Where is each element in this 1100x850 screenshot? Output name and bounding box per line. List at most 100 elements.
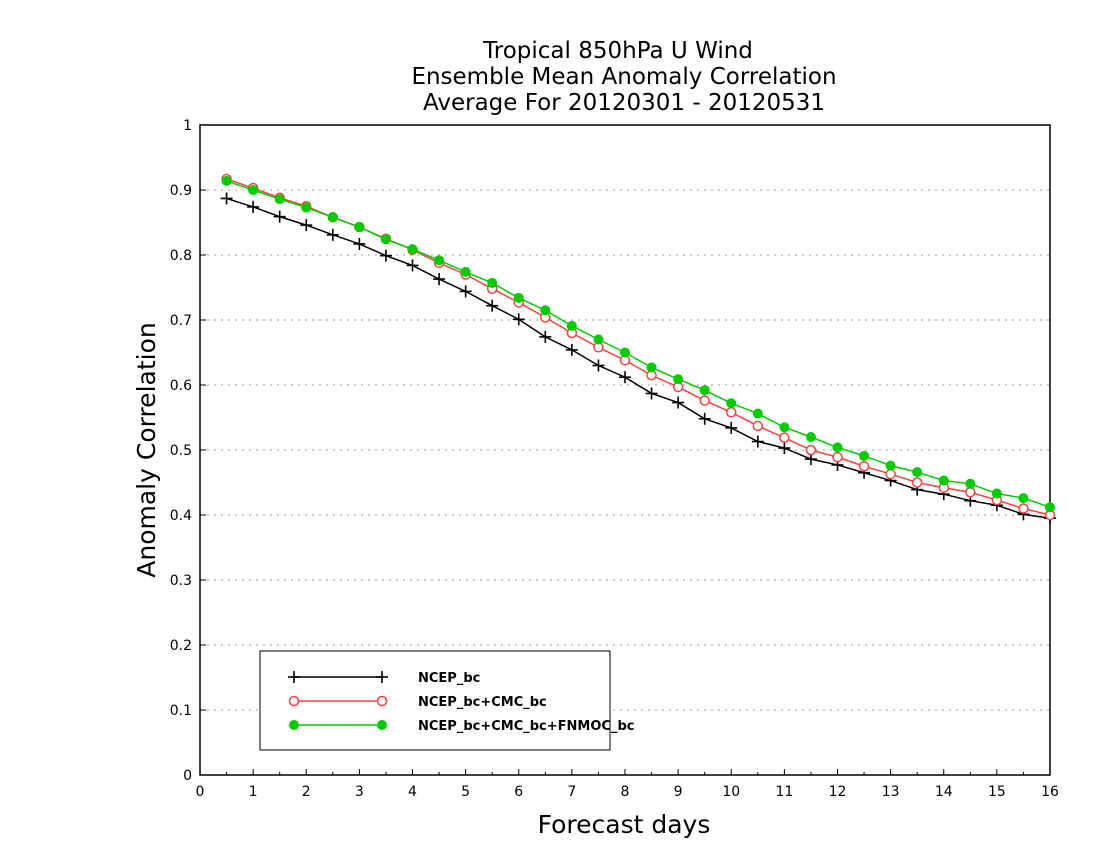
grid: [200, 189, 1050, 711]
data-point: [539, 330, 552, 343]
data-point: [565, 343, 578, 356]
x-tick-label: 16: [1041, 784, 1059, 800]
data-point: [247, 200, 260, 213]
chart-title-line-3: Average For 20120301 - 20120531: [423, 90, 825, 116]
y-tick-label: 0.3: [170, 573, 192, 589]
data-point: [566, 320, 577, 331]
y-tick-label: 0.6: [170, 378, 192, 394]
data-point: [354, 222, 365, 233]
data-point: [540, 305, 551, 316]
data-point: [912, 467, 923, 478]
data-point: [273, 210, 286, 223]
data-point: [991, 488, 1002, 499]
data-point: [248, 185, 259, 195]
legend-marker: [288, 695, 300, 707]
data-point: [832, 442, 843, 453]
data-point: [885, 468, 896, 480]
data-point: [779, 422, 790, 433]
data-point: [301, 202, 312, 213]
data-point: [965, 487, 976, 498]
series-3: [221, 175, 1055, 513]
data-point: [885, 460, 896, 471]
legend-label: NCEP_bc+CMC_bc+FNMOC_bc: [418, 719, 634, 734]
data-point: [620, 347, 630, 358]
data-point: [326, 228, 339, 241]
legend-label: NCEP_bc: [418, 671, 480, 686]
data-point: [407, 244, 418, 255]
data-point: [460, 266, 471, 277]
x-tick-label: 10: [722, 784, 740, 800]
data-point: [221, 175, 232, 186]
data-point: [1045, 502, 1055, 513]
data-point: [619, 371, 631, 384]
data-point: [434, 255, 445, 266]
series-line: [226, 197, 1051, 519]
data-point: [832, 451, 843, 463]
data-point: [805, 444, 817, 456]
data-point: [1018, 503, 1029, 514]
data-point: [593, 334, 604, 345]
data-point: [300, 219, 313, 232]
y-tick-label: 0.4: [170, 508, 192, 524]
x-tick-label: 5: [461, 784, 470, 800]
y-tick-label: 0.8: [170, 248, 192, 264]
data-point: [592, 359, 605, 372]
data-point: [911, 477, 923, 488]
x-tick-label: 6: [514, 784, 523, 800]
legend-item-1: NCEP_bc: [288, 671, 480, 686]
data-point: [726, 398, 737, 409]
data-point: [433, 273, 446, 286]
data-point: [725, 421, 738, 434]
x-tick-label: 7: [567, 784, 576, 800]
data-point: [698, 412, 711, 425]
legend-label: NCEP_bc+CMC_bc: [418, 695, 547, 710]
legend: NCEP_bc NCEP_bc+CMC_bc NCEP_bc+CMC_bc+FNMO…: [259, 650, 634, 751]
data-point: [752, 420, 764, 432]
legend-item-3: NCEP_bc+CMC_bc+FNMOC_bc: [289, 719, 634, 734]
y-tick-label: 0.9: [170, 183, 192, 199]
data-point: [220, 192, 233, 205]
data-point: [673, 374, 684, 385]
legend-marker: [377, 720, 387, 730]
data-point: [380, 234, 391, 245]
data-point: [646, 362, 657, 373]
series-1: [220, 192, 1056, 525]
y-tick-label: 0.7: [170, 313, 192, 329]
data-point: [779, 432, 790, 443]
y-tick-label: 0.2: [170, 638, 192, 654]
legend-marker: [376, 695, 388, 707]
x-tick-label: 0: [196, 784, 205, 800]
x-tick-label: 12: [829, 784, 847, 800]
data-point: [699, 395, 710, 406]
data-point: [487, 277, 498, 288]
data-point: [645, 387, 658, 400]
y-tick-label: 0.5: [170, 443, 192, 459]
data-point: [805, 432, 816, 442]
x-tick-label: 4: [408, 784, 417, 800]
data-point: [859, 450, 870, 461]
x-tick-label: 9: [674, 784, 683, 800]
data-point: [752, 408, 763, 419]
y-axis-label: Anomaly Correlation: [132, 322, 161, 577]
y-tick-label: 0.1: [170, 703, 192, 719]
chart-title-line-1: Tropical 850hPa U Wind: [482, 38, 753, 64]
data-point: [858, 461, 870, 472]
data-point: [353, 237, 366, 250]
x-tick-label: 3: [355, 784, 364, 800]
data-point: [327, 212, 338, 223]
legend-box: [259, 650, 611, 751]
data-point: [672, 396, 685, 409]
data-point: [459, 285, 472, 298]
x-tick-label: 14: [935, 784, 953, 800]
y-tick-label: 0: [183, 768, 192, 784]
data-point: [512, 313, 525, 326]
x-tick-label: 15: [988, 784, 1006, 800]
data-point: [778, 442, 791, 455]
data-point: [274, 194, 285, 205]
series-line: [226, 178, 1051, 516]
y-tick-label: 1: [183, 118, 192, 134]
data-point: [751, 435, 764, 448]
data-point: [406, 259, 419, 272]
data-point: [938, 475, 949, 486]
